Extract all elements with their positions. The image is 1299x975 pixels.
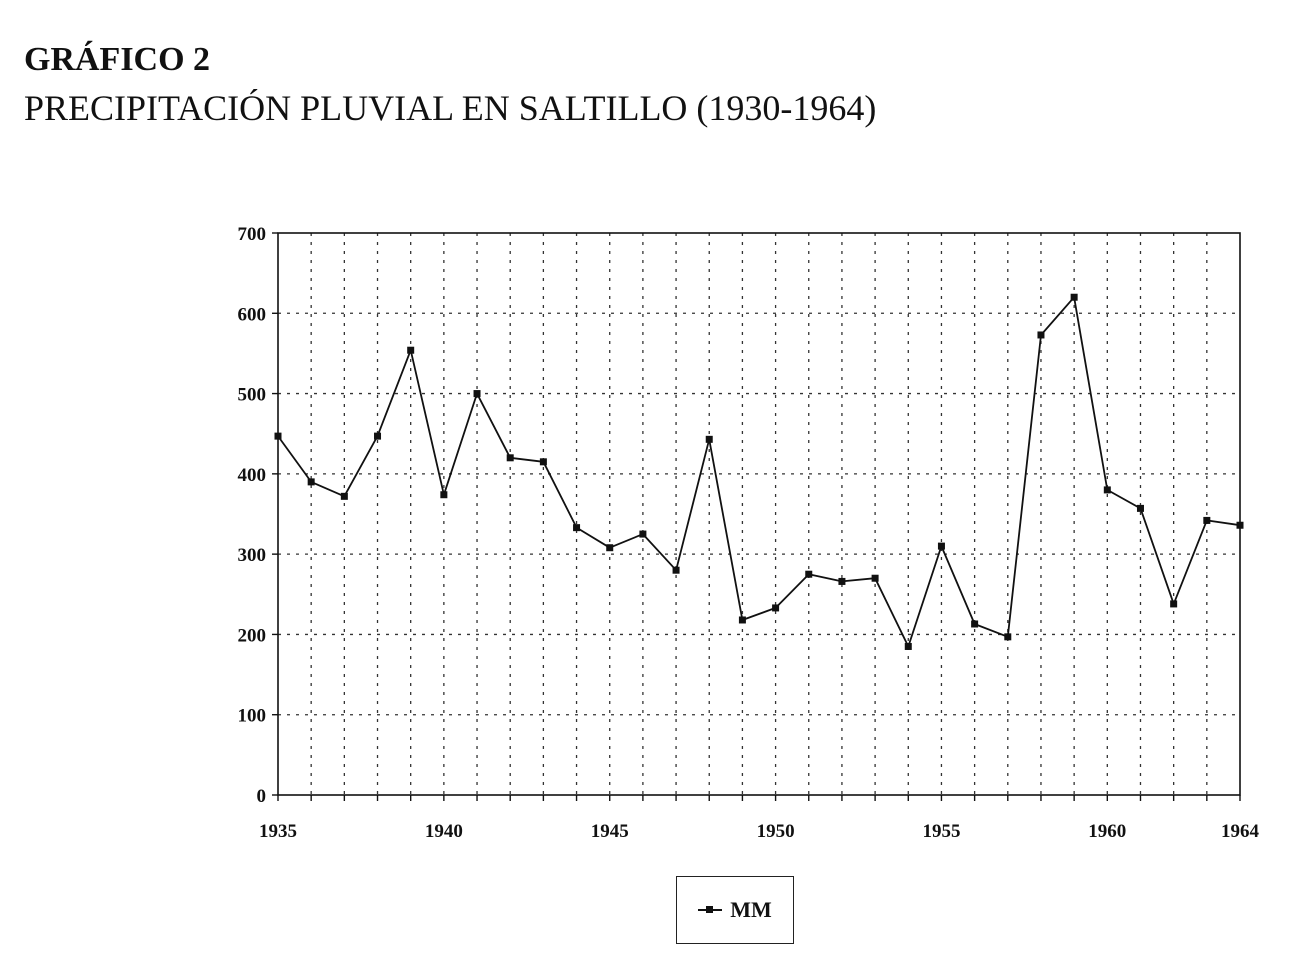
y-tick-label: 700 bbox=[238, 224, 267, 245]
x-tick-label: 1935 bbox=[259, 821, 297, 842]
data-point-marker bbox=[1037, 331, 1045, 339]
data-point-marker bbox=[871, 574, 879, 582]
y-tick-label: 300 bbox=[238, 545, 267, 566]
data-point-marker bbox=[539, 458, 547, 466]
chart-legend: MM bbox=[676, 876, 794, 944]
chart-heading: GRÁFICO 2 PRECIPITACIÓN PLUVIAL EN SALTI… bbox=[24, 40, 876, 130]
y-tick-label: 0 bbox=[257, 786, 267, 807]
y-tick-label: 500 bbox=[238, 385, 267, 406]
data-point-marker bbox=[606, 544, 614, 552]
data-point-marker bbox=[937, 542, 945, 550]
data-point-marker bbox=[772, 604, 780, 612]
x-tick-label: 1955 bbox=[922, 821, 960, 842]
data-point-marker bbox=[1236, 521, 1244, 529]
chart-title: PRECIPITACIÓN PLUVIAL EN SALTILLO (1930-… bbox=[24, 88, 877, 128]
y-tick-label: 100 bbox=[238, 706, 267, 727]
y-tick-label: 400 bbox=[238, 465, 267, 486]
data-point-marker bbox=[738, 616, 746, 624]
data-point-marker bbox=[307, 478, 315, 486]
x-tick-label: 1950 bbox=[757, 821, 795, 842]
data-point-marker bbox=[274, 432, 282, 440]
data-point-marker bbox=[340, 492, 348, 500]
data-point-marker bbox=[407, 346, 415, 354]
x-tick-label: 1960 bbox=[1088, 821, 1126, 842]
data-point-marker bbox=[473, 390, 481, 398]
data-point-marker bbox=[1203, 516, 1211, 524]
data-point-marker bbox=[705, 435, 713, 443]
data-point-marker bbox=[805, 570, 813, 578]
data-point-marker bbox=[639, 530, 647, 538]
data-point-marker bbox=[374, 432, 382, 440]
x-tick-label: 1940 bbox=[425, 821, 463, 842]
legend-swatch-icon bbox=[698, 905, 723, 915]
data-point-marker bbox=[1170, 600, 1178, 608]
data-point-marker bbox=[1103, 486, 1111, 494]
y-tick-label: 200 bbox=[238, 625, 267, 646]
plot-area-frame bbox=[277, 232, 1241, 796]
data-point-marker bbox=[971, 620, 979, 628]
legend-label: MM bbox=[730, 897, 772, 922]
x-tick-label: 1945 bbox=[591, 821, 629, 842]
data-point-marker bbox=[1004, 633, 1012, 641]
data-point-marker bbox=[440, 491, 448, 499]
figure-label: GRÁFICO 2 bbox=[24, 41, 211, 78]
x-tick-label: 1964 bbox=[1221, 821, 1260, 842]
data-point-marker bbox=[573, 524, 581, 532]
data-point-marker bbox=[838, 577, 846, 585]
data-point-marker bbox=[1070, 293, 1078, 301]
y-tick-label: 600 bbox=[238, 304, 267, 325]
data-point-marker bbox=[506, 454, 514, 462]
data-point-marker bbox=[904, 642, 912, 650]
data-point-marker bbox=[1136, 504, 1144, 512]
series-line-mm bbox=[277, 296, 1241, 648]
data-point-marker bbox=[672, 566, 680, 574]
